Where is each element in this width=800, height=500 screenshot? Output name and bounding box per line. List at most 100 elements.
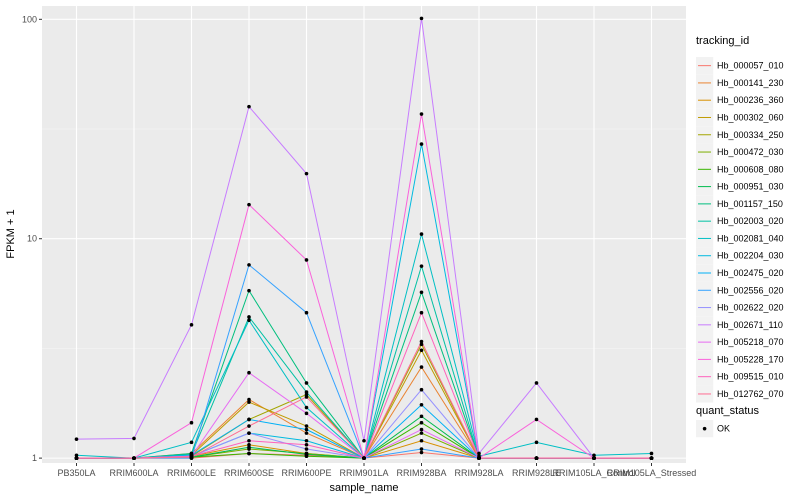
data-point <box>247 442 251 447</box>
data-point <box>247 397 251 402</box>
data-point <box>592 453 596 458</box>
legend-item: Hb_000302_060 <box>696 108 784 127</box>
data-point <box>74 437 79 441</box>
legend-items: Hb_000057_010 Hb_000141_230 Hb_000236_360 H… <box>696 57 784 403</box>
x-tick-label: RRIM901LA <box>339 468 388 478</box>
legend-label: Hb_005218_070 <box>717 337 784 347</box>
data-point <box>419 402 424 407</box>
legend-item: Hb_009515_010 <box>696 368 784 386</box>
legend-label: Hb_002671_110 <box>717 320 783 330</box>
data-point <box>419 447 424 451</box>
data-point <box>419 112 424 116</box>
data-point <box>304 427 309 432</box>
legend-item: Hb_002556_020 <box>696 281 784 299</box>
data-point <box>247 315 251 319</box>
data-point <box>247 400 251 404</box>
data-point <box>534 456 539 460</box>
data-point <box>419 290 424 295</box>
legend-label: OK <box>717 424 730 434</box>
data-point <box>419 232 424 236</box>
data-point <box>304 424 309 428</box>
data-point <box>74 456 79 460</box>
data-point <box>419 264 424 268</box>
data-point <box>304 438 309 443</box>
data-point <box>304 310 309 315</box>
data-point <box>132 456 136 460</box>
data-point <box>419 16 424 21</box>
data-point <box>649 451 654 456</box>
legend-label: Hb_000141_230 <box>717 78 784 88</box>
x-axis-ticks: PB350LA RRIM600LA RRIM600LE RRIM600SE RRIM60… <box>57 463 696 478</box>
x-axis-title: sample_name <box>329 482 398 494</box>
data-point <box>419 339 424 344</box>
legend-item: Hb_002671_110 <box>696 316 783 334</box>
data-point <box>304 442 309 447</box>
data-point <box>189 323 194 327</box>
data-point <box>534 381 539 385</box>
data-point <box>247 288 251 293</box>
shape-legend-items: OK <box>696 420 730 438</box>
x-tick-label: RRIM600LE <box>167 468 216 478</box>
legend-item: Hb_000334_250 <box>696 126 784 144</box>
data-point <box>247 424 251 428</box>
data-point <box>304 447 309 451</box>
data-point <box>304 390 309 394</box>
y-axis-title: FPKM + 1 <box>5 209 17 258</box>
y-tick-label: 1 <box>32 453 37 463</box>
data-point <box>247 417 251 422</box>
legend-item: Hb_000472_030 <box>696 143 784 161</box>
data-point <box>132 436 136 441</box>
data-point <box>419 310 424 315</box>
data-point <box>362 438 366 443</box>
data-point <box>419 427 424 432</box>
data-point <box>189 455 194 459</box>
legend-label: Hb_002475_020 <box>717 268 784 278</box>
legend-label: Hb_005228_170 <box>717 354 784 364</box>
data-point <box>247 445 251 450</box>
data-point <box>592 456 596 460</box>
legend-label: Hb_000472_030 <box>717 147 784 157</box>
x-tick-label: RRIM600LA <box>109 468 158 478</box>
y-axis-ticks: 1 10 100 <box>22 14 42 463</box>
data-point <box>362 456 366 460</box>
data-point <box>247 104 251 109</box>
legend-item: Hb_000236_360 <box>696 91 784 109</box>
legend-item: Hb_002081_040 <box>696 229 784 248</box>
legend-item: Hb_001157_150 <box>696 195 783 213</box>
data-point <box>304 405 309 410</box>
legend-label: Hb_009515_010 <box>717 372 784 382</box>
data-point <box>419 431 424 435</box>
legend-item: Hb_005228_170 <box>696 350 784 369</box>
legend-label: Hb_012762_070 <box>717 389 784 399</box>
y-tick-label: 100 <box>22 14 37 24</box>
data-point <box>74 453 79 458</box>
legend-label: Hb_002622_020 <box>717 303 784 313</box>
data-point <box>247 438 251 443</box>
data-point <box>247 263 251 267</box>
data-point <box>419 450 424 455</box>
x-tick-label: RRIM105LA_Stressed <box>607 468 697 478</box>
data-point <box>247 318 251 323</box>
legend-item: Hb_000057_010 <box>696 57 784 75</box>
data-point <box>419 365 424 369</box>
legend-item: Hb_002204_030 <box>696 247 784 265</box>
series-points <box>74 16 654 460</box>
data-point <box>419 342 424 347</box>
data-point <box>247 370 251 375</box>
data-point <box>189 440 194 445</box>
data-point <box>419 414 424 419</box>
data-point <box>304 258 309 262</box>
data-point <box>419 420 424 425</box>
legend-label: Hb_001157_150 <box>717 199 783 209</box>
data-point <box>477 456 481 460</box>
legend-item: Hb_002622_020 <box>696 298 784 317</box>
x-tick-label: PB350LA <box>57 468 95 478</box>
data-point <box>477 451 481 456</box>
data-point <box>247 451 251 456</box>
x-tick-label: RRIM600PE <box>281 468 331 478</box>
data-point <box>304 431 309 435</box>
data-point <box>304 171 309 176</box>
legend-label: Hb_002204_030 <box>717 251 784 261</box>
y-tick-label: 10 <box>27 234 37 244</box>
